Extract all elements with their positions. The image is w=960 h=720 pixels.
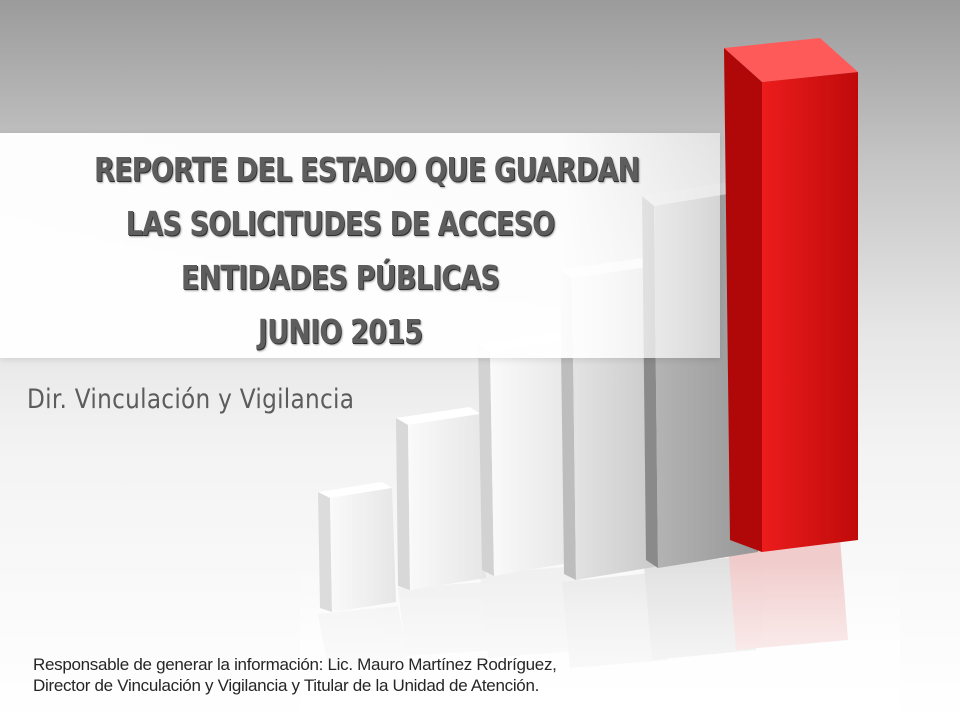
title-line-2: LAS SOLICITUDES DE ACCESO: [125, 204, 555, 243]
report-title: REPORTE DEL ESTADO QUE GUARDAN LAS SOLIC…: [94, 143, 640, 359]
bar-1: [318, 482, 396, 612]
title-band: [0, 133, 720, 358]
bar-3: [478, 332, 574, 576]
bar-6-highlight: [724, 38, 858, 552]
bar-2: [396, 407, 486, 590]
department-subtitle: Dir. Vinculación y Vigilancia: [27, 384, 355, 415]
title-line-3: ENTIDADES PÚBLICAS: [180, 258, 500, 297]
title-line-4: JUNIO 2015: [257, 312, 423, 351]
title-line-1: REPORTE DEL ESTADO QUE GUARDAN: [94, 150, 640, 189]
responsible-note: Responsable de generar la información: L…: [33, 655, 557, 695]
